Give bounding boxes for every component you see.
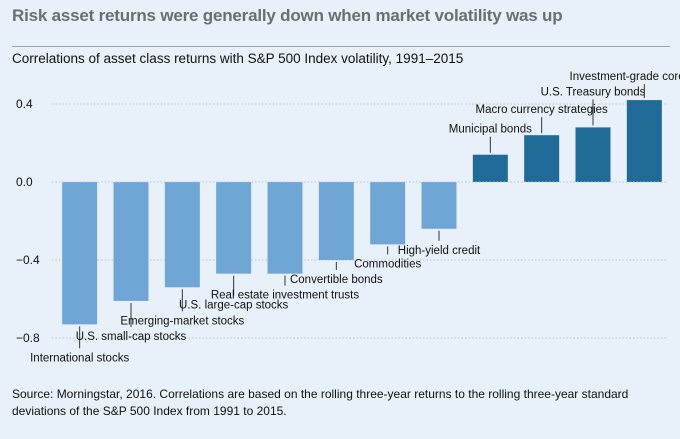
bar [216,182,252,274]
category-label: Convertible bonds [290,274,383,286]
category-label: Municipal bonds [449,124,532,136]
source-note: Source: Morningstar, 2016. Correlations … [12,387,629,418]
bar [267,182,303,274]
y-tick-label: 0.0 [16,175,33,189]
bar [113,182,149,301]
category-label: Real estate investment trusts [211,290,360,302]
bar [472,154,508,182]
bar [626,100,662,182]
category-label: U.S. small-cap stocks [76,331,187,343]
category-label: International stocks [30,352,129,364]
y-tick-label: −0.4 [16,253,40,267]
chart-title: Risk asset returns were generally down w… [12,6,563,25]
chart-subtitle: Correlations of asset class returns with… [12,51,464,66]
bar [575,127,611,182]
bar [62,182,98,325]
y-tick-label: 0.4 [16,97,33,111]
bar [370,182,406,245]
category-label: Commodities [354,258,421,270]
category-label: Emerging-market stocks [120,315,244,327]
bar [421,182,457,229]
bar [318,182,354,260]
y-tick-label: −0.8 [16,331,40,345]
category-label: U.S. large-cap stocks [179,300,289,312]
bar [164,182,200,288]
category-label: U.S. Treasury bonds [541,86,646,98]
title-divider [12,46,670,47]
bar [524,135,560,182]
category-label: High-yield credit [398,245,481,257]
category-label: Investment-grade core bonds [570,71,680,83]
category-label: Macro currency strategies [476,104,609,116]
